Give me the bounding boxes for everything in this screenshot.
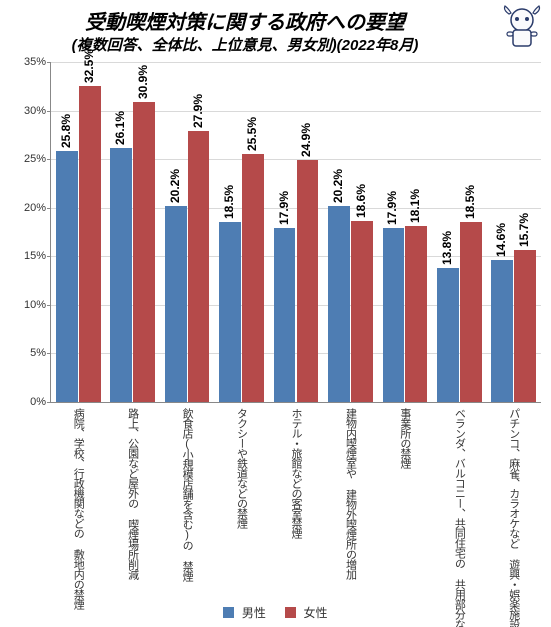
category-label: パチンコ、麻雀、カラオケなど 遊興・娯楽施設の禁煙 (506, 402, 522, 627)
bar-group: 18.5%25.5%タクシーや鉄道などの禁煙 (214, 62, 268, 402)
bar-female: 18.1% (405, 226, 427, 402)
bar-group: 26.1%30.9%路上、公園など屋外の 喫煙場所削減 (105, 62, 159, 402)
bar-female: 32.5% (79, 86, 101, 402)
bar-male: 17.9% (274, 228, 296, 402)
category-label: ホテル・旅館などの客室禁煙 (288, 402, 304, 538)
legend-label-female: 女性 (304, 606, 328, 620)
bar-female: 30.9% (133, 102, 155, 402)
bar-group: 17.9%18.1%事業所の禁煙 (378, 62, 432, 402)
bar-value-label: 24.9% (299, 123, 313, 157)
ytick-label: 20% (24, 202, 46, 214)
bar-value-label: 25.5% (245, 117, 259, 151)
bar-group: 20.2%18.6%建物内喫煙室や 建物外喫煙所の増加 (323, 62, 377, 402)
chart-container: 受動喫煙対策に関する政府への要望 (複数回答、全体比、上位意見、男女別)(202… (0, 0, 551, 627)
legend-item-female: 女性 (285, 604, 327, 621)
bar-value-label: 17.9% (277, 191, 291, 225)
legend: 男性 女性 (0, 604, 551, 621)
category-label: 病院、学校、行政機関などの 敷地内の禁煙 (70, 402, 86, 609)
bar-value-label: 25.8% (59, 114, 73, 148)
bar-value-label: 18.5% (222, 185, 236, 219)
bar-value-label: 30.9% (136, 65, 150, 99)
chart-title: 受動喫煙対策に関する政府への要望 (0, 6, 490, 35)
legend-swatch-male (223, 607, 234, 618)
category-label: 建物内喫煙室や 建物外喫煙所の増加 (342, 402, 358, 579)
bar-value-label: 27.9% (191, 94, 205, 128)
bar-group: 17.9%24.9%ホテル・旅館などの客室禁煙 (269, 62, 323, 402)
bar-group: 14.6%15.7%パチンコ、麻雀、カラオケなど 遊興・娯楽施設の禁煙 (487, 62, 541, 402)
ytick-label: 15% (24, 250, 46, 262)
legend-swatch-female (285, 607, 296, 618)
bar-female: 18.5% (460, 222, 482, 402)
bar-value-label: 15.7% (517, 212, 531, 246)
bar-group: 20.2%27.9%飲食店(小規模店舗を含む)の 禁煙 (160, 62, 214, 402)
bar-male: 20.2% (328, 206, 350, 402)
bar-group: 25.8%32.5%病院、学校、行政機関などの 敷地内の禁煙 (51, 62, 105, 402)
bar-male: 25.8% (56, 151, 78, 402)
legend-label-male: 男性 (242, 606, 266, 620)
bar-value-label: 13.8% (440, 231, 454, 265)
y-axis-ticks: 0%5%10%15%20%25%30%35% (0, 62, 50, 402)
chart-subtitle: (複数回答、全体比、上位意見、男女別)(2022年8月) (0, 34, 490, 55)
ytick-label: 5% (30, 347, 46, 359)
bar-value-label: 32.5% (82, 49, 96, 83)
category-label: 路上、公園など屋外の 喫煙場所削減 (125, 402, 141, 579)
bar-female: 25.5% (242, 154, 264, 402)
category-label: 飲食店(小規模店舗を含む)の 禁煙 (179, 402, 195, 581)
ytick-label: 0% (30, 396, 46, 408)
bar-value-label: 18.6% (354, 184, 368, 218)
bar-value-label: 18.1% (408, 189, 422, 223)
bar-male: 17.9% (383, 228, 405, 402)
bar-female: 18.6% (351, 221, 373, 402)
bar-female: 24.9% (297, 160, 319, 402)
ytick-label: 30% (24, 105, 46, 117)
ytick-label: 25% (24, 153, 46, 165)
bar-male: 26.1% (110, 148, 132, 402)
bar-male: 13.8% (437, 268, 459, 402)
category-label: ベランダ、バルコニー、共同住宅の 共用部分などの禁煙 (451, 402, 467, 627)
bar-value-label: 20.2% (168, 169, 182, 203)
bar-female: 15.7% (514, 250, 536, 403)
ytick-label: 10% (24, 299, 46, 311)
bar-value-label: 17.9% (385, 191, 399, 225)
legend-item-male: 男性 (223, 604, 265, 621)
mascot-icon (499, 4, 545, 50)
ytick-mark (47, 402, 51, 403)
category-label: タクシーや鉄道などの禁煙 (234, 402, 250, 528)
bar-male: 14.6% (491, 260, 513, 402)
ytick-label: 35% (24, 56, 46, 68)
bar-male: 18.5% (219, 222, 241, 402)
bar-value-label: 18.5% (463, 185, 477, 219)
bar-male: 20.2% (165, 206, 187, 402)
category-label: 事業所の禁煙 (397, 402, 413, 468)
bar-group: 13.8%18.5%ベランダ、バルコニー、共同住宅の 共用部分などの禁煙 (432, 62, 486, 402)
bar-female: 27.9% (188, 131, 210, 402)
bar-value-label: 20.2% (331, 169, 345, 203)
plot-area: 25.8%32.5%病院、学校、行政機関などの 敷地内の禁煙26.1%30.9%… (50, 62, 541, 403)
bar-value-label: 14.6% (494, 223, 508, 257)
bar-value-label: 26.1% (113, 111, 127, 145)
